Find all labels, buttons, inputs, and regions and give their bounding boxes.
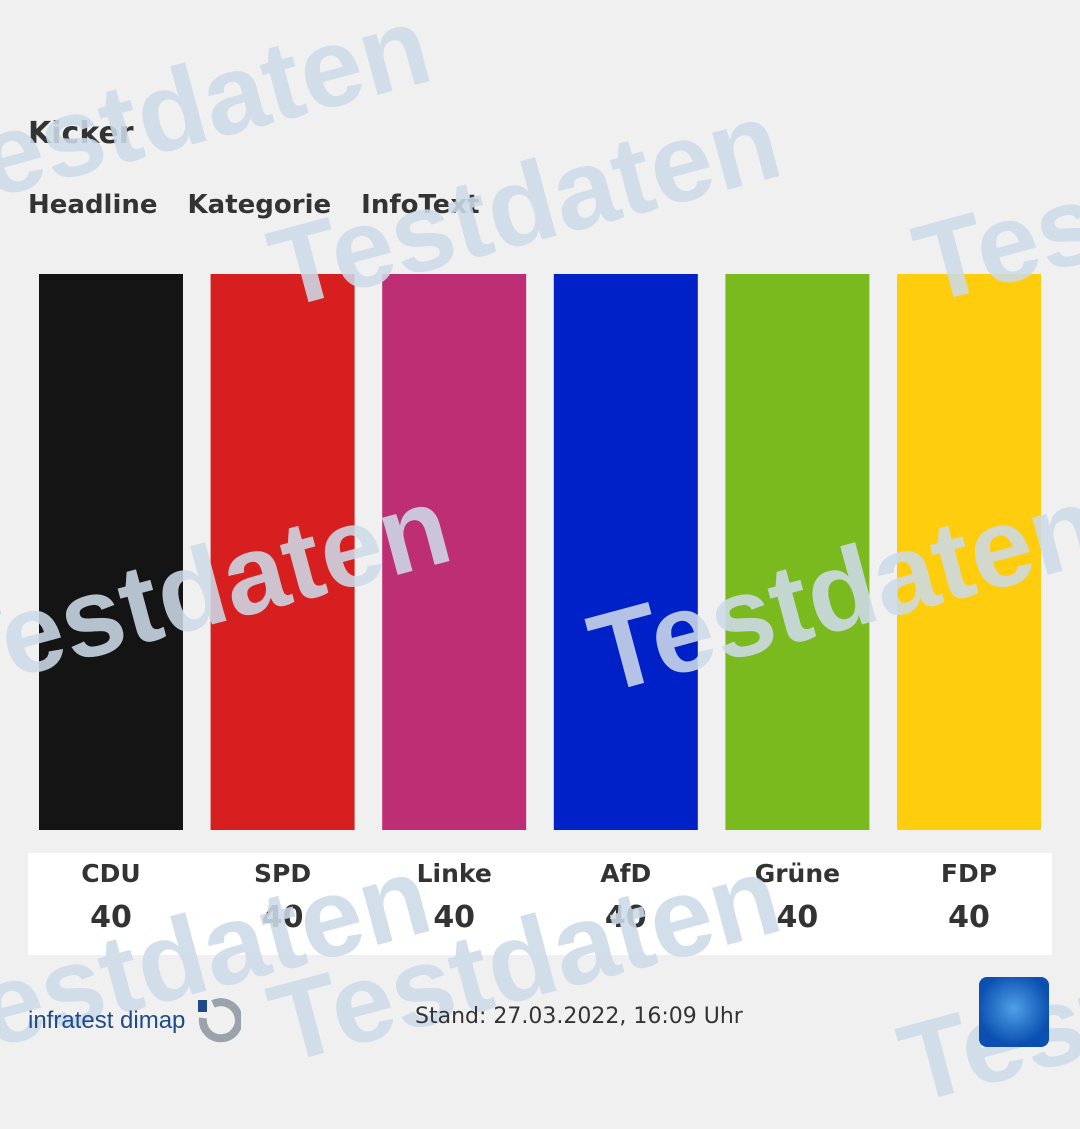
headline: Headline bbox=[28, 190, 158, 220]
kicker: Kicker bbox=[28, 116, 134, 151]
bar-afd bbox=[553, 274, 698, 830]
category-label: AfD bbox=[600, 859, 652, 888]
value-label: 40 bbox=[261, 900, 304, 935]
infratest-icon bbox=[198, 998, 242, 1043]
value-label: 40 bbox=[90, 900, 132, 935]
category-label: SPD bbox=[254, 859, 312, 888]
meta-row: Headline Kategorie InfoText bbox=[28, 190, 480, 220]
bar-spd bbox=[210, 274, 355, 830]
label-panel: CDU 40 SPD 40 Linke 40 AfD 40 Grüne 40 FDP 40 bbox=[28, 853, 1052, 955]
source-text: infratest dimap bbox=[28, 1007, 186, 1034]
category-label: FDP bbox=[940, 859, 998, 888]
tagesschau-logo bbox=[979, 977, 1049, 1047]
category-label: Grüne bbox=[754, 859, 841, 888]
info-text: InfoText bbox=[361, 190, 480, 220]
bar-label: AfD 40 bbox=[554, 853, 698, 935]
bar-label: Linke 40 bbox=[382, 853, 526, 935]
bar-linke bbox=[382, 274, 527, 830]
value-label: 40 bbox=[948, 900, 990, 935]
bar-chart bbox=[39, 274, 1041, 830]
timestamp: Stand: 27.03.2022, 16:09 Uhr bbox=[415, 1004, 743, 1029]
value-label: 40 bbox=[776, 900, 819, 935]
infratest-logo: infratest dimap bbox=[28, 998, 242, 1044]
bar-grüne bbox=[725, 274, 870, 830]
bar-label: Grüne 40 bbox=[725, 853, 869, 935]
bar-fdp bbox=[897, 274, 1041, 830]
category: Kategorie bbox=[187, 190, 332, 220]
value-label: 40 bbox=[604, 900, 647, 935]
category-label: CDU bbox=[81, 859, 141, 888]
bar-label: SPD 40 bbox=[211, 853, 355, 935]
bar-label: CDU 40 bbox=[39, 853, 183, 935]
category-label: Linke bbox=[416, 859, 492, 888]
bar-label: FDP 40 bbox=[897, 853, 1041, 935]
bar-cdu bbox=[39, 274, 183, 830]
value-label: 40 bbox=[433, 900, 476, 935]
